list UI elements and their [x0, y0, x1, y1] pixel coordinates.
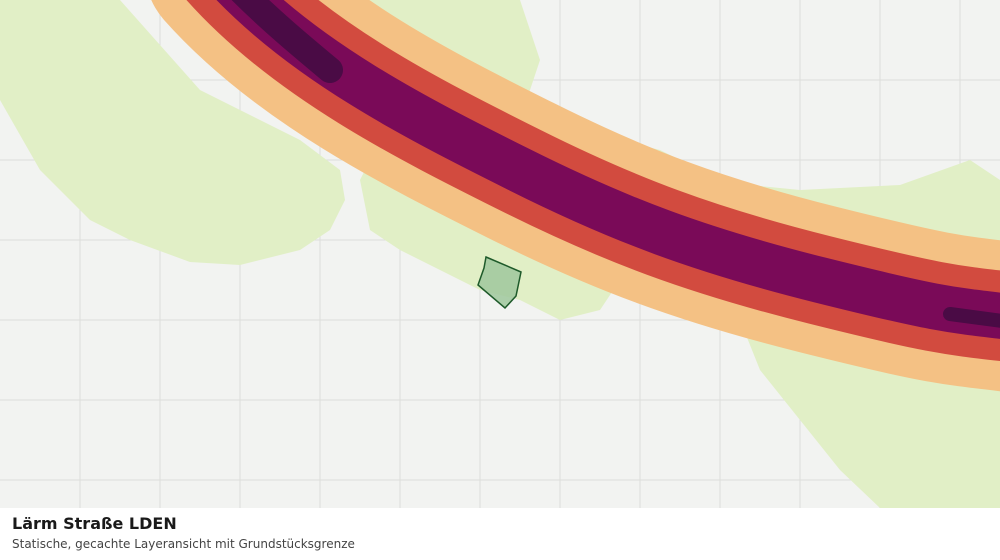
caption: Lärm Straße LDEN Statische, gecachte Lay…	[0, 508, 1000, 560]
map	[0, 0, 1000, 508]
layer-title: Lärm Straße LDEN	[12, 514, 177, 533]
noise-zone-extreme	[943, 307, 1000, 328]
noise-zone-extreme	[231, 0, 343, 83]
noise-zone-very-high	[216, 0, 1000, 339]
layer-subtitle: Statische, gecachte Layeransicht mit Gru…	[12, 537, 355, 551]
parcel-boundary[interactable]	[477, 255, 522, 310]
noise-bands	[151, 0, 1000, 392]
